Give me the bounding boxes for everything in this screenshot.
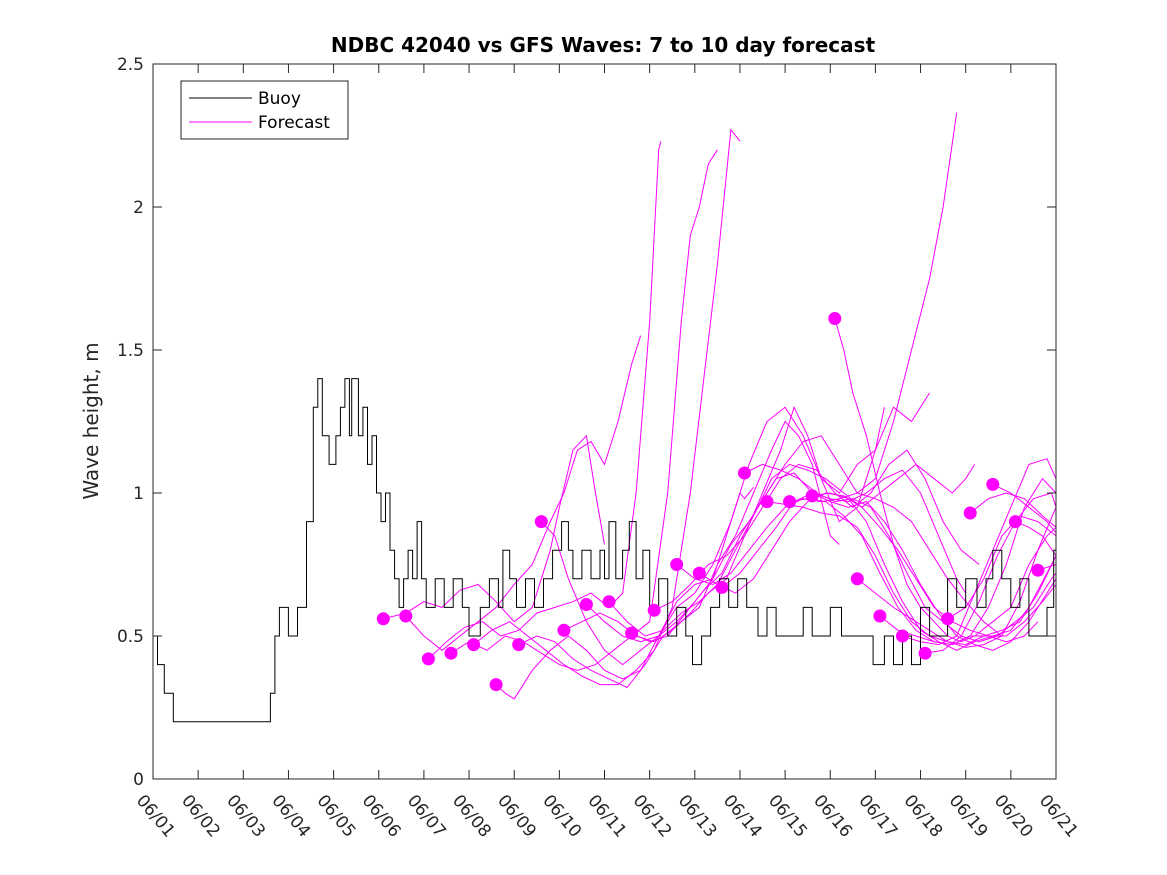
forecast-marker bbox=[896, 629, 909, 643]
y-tick-label: 0.5 bbox=[117, 627, 144, 647]
forecast-line bbox=[608, 463, 976, 637]
forecast-marker bbox=[828, 312, 842, 325]
forecast-line bbox=[721, 492, 1057, 651]
forecast-line bbox=[856, 507, 1057, 648]
forecast-line bbox=[540, 406, 885, 666]
forecast-marker bbox=[692, 566, 706, 580]
chart-title: NDBC 42040 vs GFS Waves: 7 to 10 day for… bbox=[331, 33, 876, 57]
forecast-marker bbox=[489, 678, 503, 692]
forecast-line bbox=[383, 434, 605, 623]
forecast-marker bbox=[783, 495, 797, 509]
forecast-marker bbox=[444, 646, 458, 660]
forecast-marker bbox=[1031, 563, 1045, 577]
forecast-line bbox=[450, 149, 718, 671]
y-axis-label: Wave height, m bbox=[79, 342, 103, 499]
forecast-line bbox=[473, 128, 741, 686]
forecast-marker bbox=[963, 506, 977, 520]
forecast-marker bbox=[715, 580, 729, 594]
forecast-marker bbox=[625, 626, 639, 640]
forecast-marker bbox=[647, 603, 661, 617]
forecast-line bbox=[879, 477, 1057, 646]
forecast-marker bbox=[421, 652, 435, 666]
forecast-line bbox=[789, 498, 1057, 646]
forecast-line bbox=[812, 492, 1057, 651]
forecast-line bbox=[653, 449, 980, 611]
y-tick-label: 0 bbox=[133, 770, 144, 790]
y-tick-label: 1 bbox=[133, 484, 144, 504]
forecast-line bbox=[766, 501, 1057, 646]
forecast-line bbox=[631, 469, 967, 643]
forecast-line bbox=[992, 483, 1057, 534]
marker-layer bbox=[376, 312, 1045, 692]
forecast-line bbox=[428, 141, 662, 660]
forecast-marker bbox=[941, 612, 955, 626]
forecast-marker bbox=[918, 646, 932, 660]
forecast-marker bbox=[805, 489, 819, 503]
forecast-marker bbox=[873, 609, 887, 623]
legend-box bbox=[180, 80, 349, 140]
legend-label-buoy: Buoy bbox=[258, 89, 301, 109]
y-tick-label: 2 bbox=[133, 198, 144, 218]
forecast-marker bbox=[850, 572, 864, 586]
forecast-marker bbox=[738, 466, 751, 480]
legend: Buoy Forecast bbox=[180, 80, 349, 140]
forecast-line bbox=[518, 420, 840, 689]
forecast-marker bbox=[986, 477, 1000, 491]
y-tick-label: 2.5 bbox=[117, 55, 144, 75]
forecast-line bbox=[405, 335, 642, 651]
forecast-marker bbox=[579, 598, 593, 611]
legend-label-forecast: Forecast bbox=[258, 113, 330, 133]
buoy-line bbox=[153, 378, 1057, 723]
y-tick-label: 1.5 bbox=[117, 341, 144, 361]
plot-area bbox=[153, 64, 1056, 779]
forecast-marker bbox=[1008, 515, 1022, 529]
forecast-marker bbox=[399, 609, 413, 623]
forecast-marker bbox=[557, 623, 571, 637]
forecast-marker bbox=[376, 612, 390, 626]
forecast-line bbox=[925, 492, 1057, 654]
forecast-marker bbox=[670, 558, 684, 571]
forecast-marker bbox=[512, 638, 526, 652]
forecast-marker bbox=[467, 638, 481, 652]
forecast-marker bbox=[534, 515, 548, 529]
forecast-line bbox=[902, 458, 1057, 646]
forecast-line bbox=[1015, 521, 1057, 557]
forecast-line bbox=[834, 318, 1057, 643]
forecast-line bbox=[744, 463, 1057, 643]
forecast-marker bbox=[760, 495, 774, 509]
forecast-line bbox=[969, 492, 1057, 528]
forecast-marker bbox=[602, 595, 616, 609]
